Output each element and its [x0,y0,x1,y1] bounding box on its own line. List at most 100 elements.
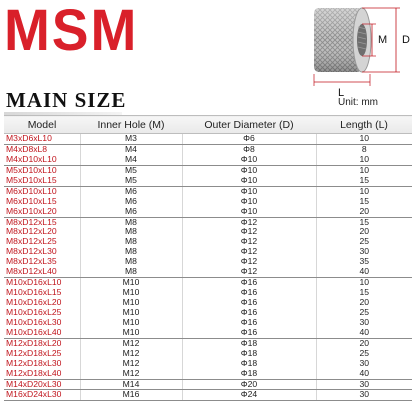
cell-inner-hole: M8 [79,256,182,268]
table-row: M14xD20xL30 M14 Φ20 30 [4,379,412,391]
cell-outer-diameter: Φ12 [181,227,316,238]
table-row: M10xD16xL30 M10 Φ16 30 [4,317,412,328]
cell-model: M6xD10xL15 [6,195,57,206]
cell-outer-diameter: Φ10 [181,196,316,207]
cell-length: 40 [315,327,412,339]
cell-model: M8xD12xL30 [6,246,57,257]
table-row: M10xD16xL20 M10 Φ16 20 [4,297,412,308]
cell-outer-diameter: Φ12 [181,236,316,248]
cell-outer-diameter: Φ10 [181,165,316,176]
table-row: M5xD10xL10 M5 Φ10 10 [4,165,412,176]
cell-inner-hole: M5 [79,165,182,176]
cell-inner-hole: M10 [79,327,182,339]
header-model: Model [4,115,80,134]
table-row: M3xD6xL10 M3 Φ6 10 [4,133,412,145]
cell-outer-diameter: Φ18 [181,348,316,359]
cell-length: 30 [315,358,412,369]
cell-outer-diameter: Φ16 [181,327,316,339]
cell-outer-diameter: Φ20 [181,379,316,391]
cell-inner-hole: M5 [79,175,182,187]
cell-model: M8xD12xL15 [6,216,57,227]
cell-length: 40 [315,368,412,380]
table-row: M10xD16xL25 M10 Φ16 25 [4,307,412,318]
table-row: M6xD10xL20 M6 Φ10 20 [4,206,412,218]
cell-outer-diameter: Φ16 [181,307,316,318]
cell-inner-hole: M8 [79,246,182,258]
cell-inner-hole: M10 [79,287,182,298]
table-row: M12xD18xL25 M12 Φ18 25 [4,348,412,359]
cell-length: 10 [315,165,412,176]
cell-inner-hole: M12 [79,338,182,349]
cell-length: 15 [315,175,412,187]
cell-inner-hole: M8 [79,217,182,228]
cell-outer-diameter: Φ10 [181,206,316,218]
cell-model: M4xD8xL8 [6,143,48,154]
cell-model: M6xD10xL10 [6,185,57,196]
cell-model: M4xD10xL10 [4,154,80,166]
brand-logo: MSM [4,0,139,63]
cell-model: M8xD12xL40 [4,266,80,279]
cell-model: M10xD16xL10 [6,277,62,288]
table-row: M12xD18xL20 M12 Φ18 20 [4,337,412,349]
cell-outer-diameter: Φ12 [181,256,316,268]
cell-length: 15 [315,217,412,228]
header-inner-hole: Inner Hole (M) [80,115,182,134]
label-l: L [338,87,344,99]
cell-model: M12xD18xL20 [6,337,62,348]
cell-outer-diameter: Φ18 [181,358,316,369]
table-row: M8xD12xL25 M8 Φ12 25 [4,236,412,248]
cell-outer-diameter: Φ12 [181,266,316,279]
table-row: M10xD16xL40 M10 Φ16 40 [4,327,412,339]
table-row: M8xD12xL20 M8 Φ12 20 [4,226,412,238]
table-row: M10xD16xL15 M10 Φ16 15 [4,287,412,298]
cell-outer-diameter: Φ16 [181,277,316,289]
cell-length: 30 [315,379,412,391]
table-header-row: Model Inner Hole (M) Outer Diameter (D) … [4,115,412,134]
cell-outer-diameter: Φ8 [181,144,316,155]
cell-outer-diameter: Φ24 [181,390,316,402]
cell-inner-hole: M4 [79,154,182,166]
cell-inner-hole: M10 [79,297,182,308]
cell-length: 30 [315,246,412,258]
table-row: M4xD10xL10 M4 Φ10 10 [4,154,412,166]
main-size-heading: MAIN SIZE [6,88,127,112]
size-table: Model Inner Hole (M) Outer Diameter (D) … [4,115,412,402]
cell-outer-diameter: Φ18 [181,338,316,349]
cell-model: M12xD18xL30 [6,357,62,368]
cell-model: M8xD12xL20 [6,226,57,237]
cell-model: M5xD10xL15 [4,175,80,187]
cell-model: M10xD16xL20 [6,297,62,308]
cell-length: 20 [315,227,412,238]
cell-outer-diameter: Φ10 [181,186,316,197]
cell-length: 8 [315,144,412,155]
cell-outer-diameter: Φ12 [181,217,316,228]
table-row: M8xD12xL30 M8 Φ12 30 [4,246,412,258]
cell-inner-hole: M14 [79,379,182,391]
product-diagram: M D L [313,7,410,99]
cell-length: 25 [315,307,412,318]
cell-inner-hole: M6 [79,196,182,207]
table-row: M10xD16xL10 M10 Φ16 10 [4,277,412,289]
cell-length: 15 [315,287,412,298]
cell-outer-diameter: Φ10 [181,154,316,166]
table-row: M8xD12xL15 M8 Φ12 15 [4,216,412,228]
table-row: M8xD12xL35 M8 Φ12 35 [4,256,412,268]
cell-length: 40 [315,266,412,279]
cell-inner-hole: M12 [79,368,182,380]
cell-outer-diameter: Φ6 [181,133,316,145]
table-row: M4xD8xL8 M4 Φ8 8 [4,143,412,155]
table-row: M6xD10xL15 M6 Φ10 15 [4,195,412,207]
cell-length: 25 [315,348,412,359]
cell-length: 15 [315,196,412,207]
cell-model: M6xD10xL20 [4,206,80,218]
cell-model: M12xD18xL40 [4,368,80,380]
label-d: D [402,34,410,46]
cell-model: M16xD24xL30 [4,390,80,402]
table-row: M5xD10xL15 M5 Φ10 15 [4,175,412,187]
cell-length: 30 [315,390,412,402]
cell-model: M8xD12xL35 [6,256,57,267]
cell-length: 30 [315,317,412,328]
unit-label: Unit: mm [338,97,378,108]
table-row: M8xD12xL40 M8 Φ12 40 [4,266,412,279]
cell-inner-hole: M6 [79,186,182,197]
